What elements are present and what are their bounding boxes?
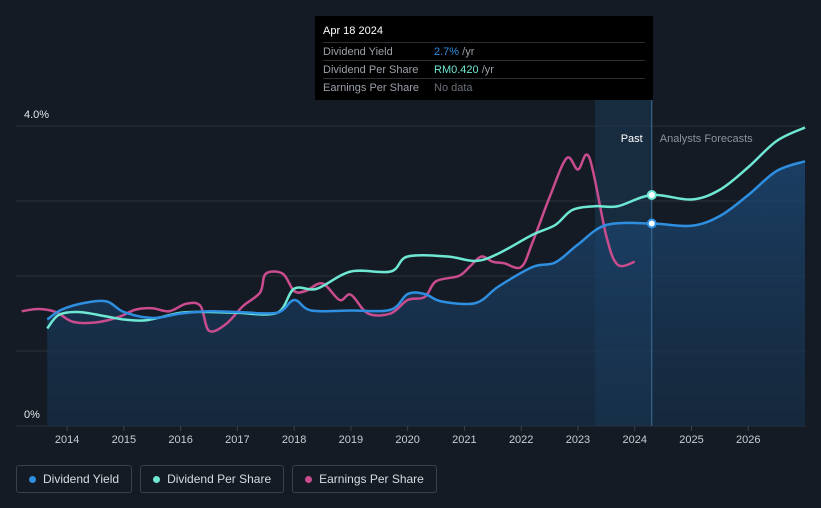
earnings-per-share-line	[21, 153, 636, 333]
x-tick-label: 2015	[112, 434, 136, 446]
tooltip-date: Apr 18 2024	[323, 25, 383, 37]
legend: Dividend Yield Dividend Per Share Earnin…	[16, 465, 437, 493]
legend-dot-icon	[305, 475, 313, 483]
x-tick-label: 2016	[168, 434, 192, 446]
legend-item-earnings-per-share[interactable]: Earnings Per Share	[292, 465, 437, 493]
tooltip-value: No data	[434, 81, 473, 94]
series-layer	[21, 126, 806, 426]
x-tick-label: 2014	[55, 434, 79, 446]
tooltip-value: RM0.420 /yr	[434, 63, 494, 76]
legend-item-dividend-per-share[interactable]: Dividend Per Share	[140, 465, 285, 493]
dividend-per-share-line	[46, 126, 806, 330]
x-tick-label: 2017	[225, 434, 249, 446]
tooltip-value: 2.7% /yr	[434, 45, 475, 58]
legend-dot-icon	[153, 475, 161, 483]
tooltip-label: Dividend Per Share	[323, 63, 419, 76]
legend-label: Earnings Per Share	[319, 472, 424, 486]
y-axis-top-label: 4.0%	[24, 109, 49, 121]
tooltip-label: Earnings Per Share	[323, 81, 419, 94]
x-tick-label: 2018	[282, 434, 306, 446]
forecast-label: Analysts Forecasts	[660, 133, 753, 145]
tooltip-row-earnings-per-share: Earnings Per Share No data	[323, 78, 645, 96]
series-markers	[646, 190, 657, 229]
x-axis-ticks: 2014 2015 2016 2017 2018 2019 2020 2021 2022 2023…	[55, 426, 760, 446]
x-tick-label: 2019	[339, 434, 363, 446]
tooltip-label: Dividend Yield	[323, 45, 393, 58]
x-tick-label: 2022	[509, 434, 533, 446]
dividend-yield-marker	[646, 218, 657, 229]
legend-item-dividend-yield[interactable]: Dividend Yield	[16, 465, 133, 493]
x-tick-label: 2021	[452, 434, 476, 446]
x-tick-label: 2026	[736, 434, 760, 446]
x-tick-label: 2020	[395, 434, 419, 446]
tooltip-row-dividend-yield: Dividend Yield 2.7% /yr	[323, 42, 645, 60]
legend-label: Dividend Yield	[43, 472, 120, 486]
x-tick-label: 2023	[566, 434, 590, 446]
x-tick-label: 2025	[679, 434, 703, 446]
x-tick-label: 2024	[622, 434, 646, 446]
dividend-per-share-marker	[646, 190, 657, 200]
tooltip-row-dividend-per-share: Dividend Per Share RM0.420 /yr	[323, 60, 645, 78]
y-axis-bottom-label: 0%	[24, 409, 40, 421]
legend-dot-icon	[29, 475, 36, 483]
dividend-yield-area	[47, 161, 806, 426]
past-label: Past	[621, 133, 643, 145]
tooltip: Apr 18 2024 Dividend Yield 2.7% /yr Divi…	[315, 16, 653, 100]
legend-label: Dividend Per Share	[167, 472, 272, 486]
dividend-yield-line	[46, 160, 806, 321]
